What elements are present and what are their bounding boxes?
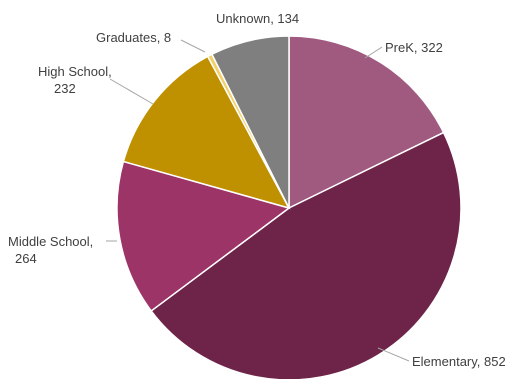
leader-lines-layer [106,39,410,362]
pie-slice-unknown [210,35,290,209]
pie-slice-prek [288,35,445,210]
data-label-unknown: Unknown, 134 [216,11,299,26]
data-label-high-school: High School, 232 [38,64,112,96]
pie-slice-high-school [122,55,291,210]
pie-slice-elementary [150,131,462,379]
data-label-middle-school: Middle School, 264 [8,234,93,266]
leader-line-graduates [180,39,206,53]
leader-line-elementary [377,347,410,362]
data-label-prek: PreK, 322 [385,40,443,55]
data-label-graduates: Graduates, 8 [96,30,171,45]
data-label-elementary: Elementary, 852 [412,354,506,369]
leader-line-prek [364,46,383,59]
pie-slice-middle-school [116,160,291,312]
labels-layer: PreK, 322 Elementary, 852 Middle School, 26… [8,11,506,369]
slices-layer [116,35,462,379]
leader-line-high-school [109,78,154,105]
